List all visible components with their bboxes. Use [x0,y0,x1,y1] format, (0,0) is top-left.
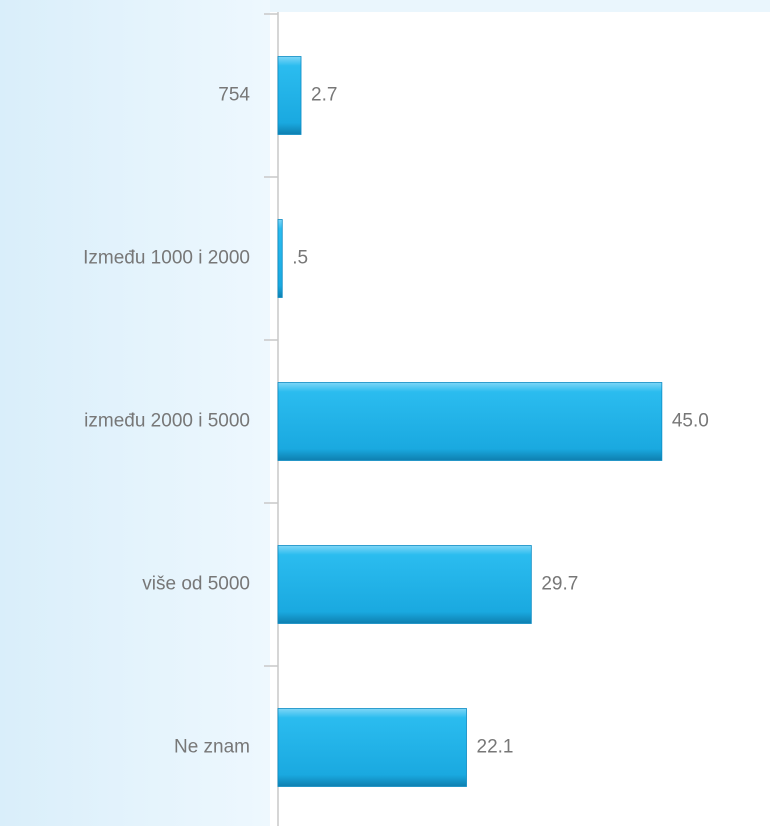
category-label: 754 [218,85,250,106]
top-strip [270,0,770,12]
value-label: 45.0 [672,411,709,432]
category-label: Između 1000 i 2000 [83,248,250,269]
category-label: Ne znam [174,737,250,758]
value-label: 2.7 [311,85,337,106]
category-label: između 2000 i 5000 [84,411,250,432]
bar [277,545,532,624]
bar [277,708,467,787]
bar [277,382,663,461]
value-label: .5 [292,248,308,269]
bar [277,219,283,298]
value-label: 22.1 [477,737,514,758]
side-panel [0,0,270,826]
category-label: više od 5000 [142,574,250,595]
value-label: 29.7 [541,574,578,595]
bar [277,56,302,135]
